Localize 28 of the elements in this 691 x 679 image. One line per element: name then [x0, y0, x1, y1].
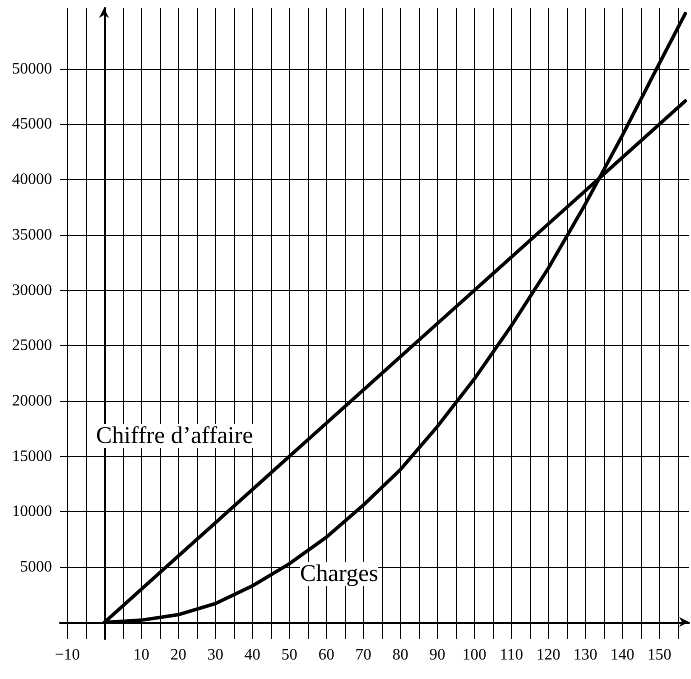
x-tick-label: −10: [54, 646, 80, 664]
x-tick-label: 110: [500, 646, 524, 664]
y-tick-label: 20000: [12, 392, 52, 410]
x-tick-label: 20: [170, 646, 186, 664]
x-tick-label: 50: [281, 646, 298, 664]
x-tick-label: 120: [536, 646, 560, 664]
x-tick-label: 40: [244, 646, 260, 664]
x-tick-label: 150: [647, 646, 672, 664]
x-tick-label: 30: [207, 646, 224, 664]
y-tick-label: 15000: [12, 448, 52, 465]
x-tick-label: 130: [573, 646, 598, 664]
y-tick-label: 30000: [12, 282, 52, 299]
x-tick-label: 140: [610, 646, 634, 664]
y-tick-label: 45000: [12, 116, 52, 133]
y-tick-label: 40000: [12, 171, 52, 188]
y-tick-label: 10000: [12, 503, 52, 520]
x-tick-label: 60: [318, 646, 334, 664]
annotation: Chiffre d’affaire: [96, 423, 254, 449]
annotation: Charges: [300, 561, 378, 587]
y-tick-label: 25000: [12, 337, 52, 354]
x-tick-label: 80: [392, 646, 408, 664]
y-tick-label: 35000: [12, 226, 52, 244]
y-tick-label: 50000: [12, 60, 52, 78]
x-tick-label: 90: [429, 646, 446, 664]
x-tick-label: 100: [462, 646, 486, 664]
y-tick-label: 5000: [20, 558, 52, 576]
x-tick-label: 10: [133, 646, 150, 664]
x-tick-label: 70: [355, 646, 372, 664]
